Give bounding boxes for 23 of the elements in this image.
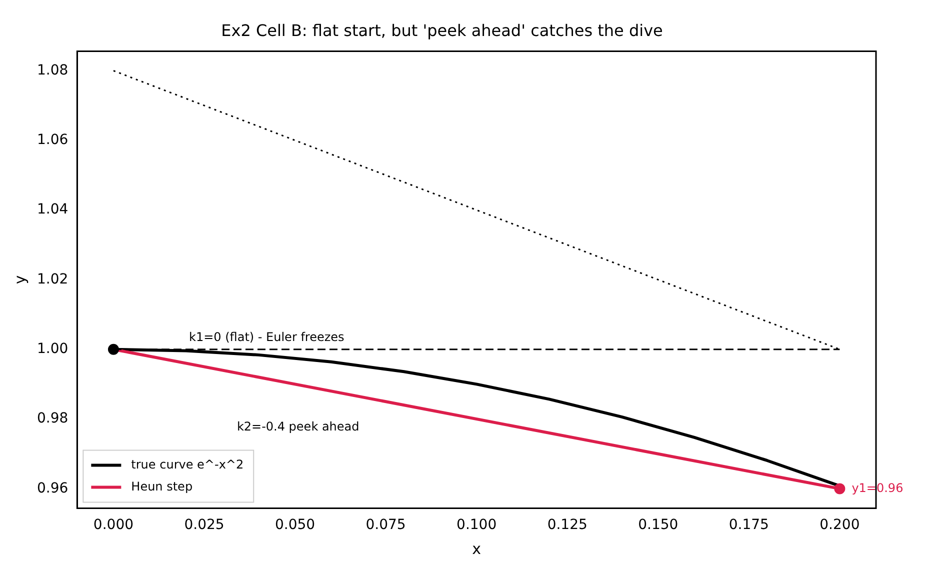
- x-tick-label: 0.125: [547, 517, 588, 534]
- x-tick-label: 0.200: [820, 517, 860, 534]
- legend-label: Heun step: [131, 479, 193, 494]
- x-tick-label: 0.175: [728, 517, 769, 534]
- x-tick-label: 0.150: [638, 517, 678, 534]
- x-axis-title: x: [472, 540, 482, 558]
- annotation: k1=0 (flat) - Euler freezes: [189, 330, 344, 344]
- x-tick-label: 0.000: [93, 517, 134, 534]
- x-tick-label: 0.025: [184, 517, 224, 534]
- chart-title: Ex2 Cell B: flat start, but 'peek ahead' catches the dive: [221, 20, 663, 40]
- y-tick-label: 0.98: [37, 410, 68, 427]
- legend-label: true curve e^-x^2: [131, 457, 244, 472]
- y-axis-title: y: [10, 275, 29, 284]
- y-tick-label: 1.02: [37, 271, 68, 288]
- y-tick-label: 1.06: [37, 132, 68, 148]
- y-tick-label: 1.04: [37, 202, 68, 218]
- x-tick-label: 0.100: [456, 517, 497, 534]
- x-tick-label: 0.050: [274, 517, 316, 534]
- y-tick-label: 0.96: [37, 480, 68, 496]
- y-tick-label: 1.08: [37, 62, 68, 78]
- annotation: k2=-0.4 peek ahead: [236, 419, 360, 434]
- y-tick-label: 1.00: [37, 341, 68, 358]
- x-tick-label: 0.075: [366, 517, 406, 534]
